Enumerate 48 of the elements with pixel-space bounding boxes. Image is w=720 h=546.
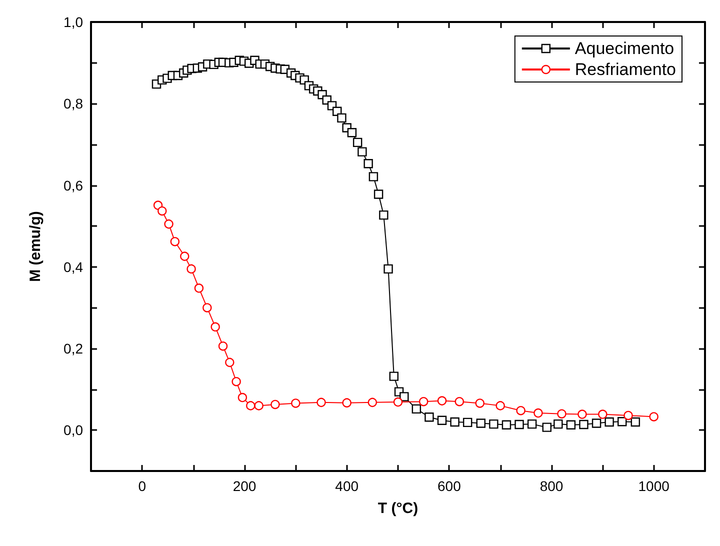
point	[557, 409, 566, 418]
x-tick-label: 600	[437, 478, 462, 494]
point	[210, 322, 220, 332]
point	[393, 397, 403, 407]
point	[649, 412, 658, 422]
point	[291, 398, 300, 408]
point	[246, 401, 256, 410]
x-tick-label: 800	[540, 478, 564, 494]
y-tick-label: 0,4	[64, 258, 84, 275]
point	[225, 358, 234, 368]
point	[254, 401, 264, 410]
point	[316, 398, 326, 408]
legend-label: Resfriamento	[574, 60, 676, 79]
point	[496, 401, 505, 410]
point	[454, 397, 464, 406]
point	[418, 397, 428, 406]
point	[194, 284, 204, 293]
y-tick-label: 0,2	[64, 340, 84, 357]
point	[270, 400, 280, 410]
point	[238, 392, 248, 402]
x-axis-title: T (°C)	[378, 500, 418, 517]
y-axis-title: M (emu/g)	[27, 211, 44, 282]
point	[342, 398, 352, 408]
x-tick-label: 0	[138, 478, 146, 494]
point	[437, 396, 447, 406]
y-tick-label: 0,6	[64, 177, 84, 194]
x-tick-label: 400	[335, 478, 359, 494]
point	[186, 264, 196, 274]
point	[368, 398, 378, 408]
x-tick-label: 1000	[638, 478, 670, 494]
point	[624, 410, 633, 420]
point	[534, 408, 543, 418]
point	[516, 406, 526, 416]
point	[202, 303, 212, 312]
point	[170, 237, 180, 246]
y-tick-label: 0,0	[64, 422, 84, 438]
point	[475, 398, 484, 408]
point	[578, 410, 587, 419]
point	[598, 410, 608, 419]
point	[158, 206, 167, 216]
point	[180, 252, 190, 261]
y-tick-label: 1,0	[64, 14, 84, 30]
point	[218, 342, 228, 351]
y-tick-label: 0,8	[64, 96, 84, 112]
x-tick-label: 200	[232, 478, 256, 494]
point	[232, 377, 241, 386]
legend-label: Aquecimento	[574, 39, 674, 58]
point	[164, 219, 174, 229]
